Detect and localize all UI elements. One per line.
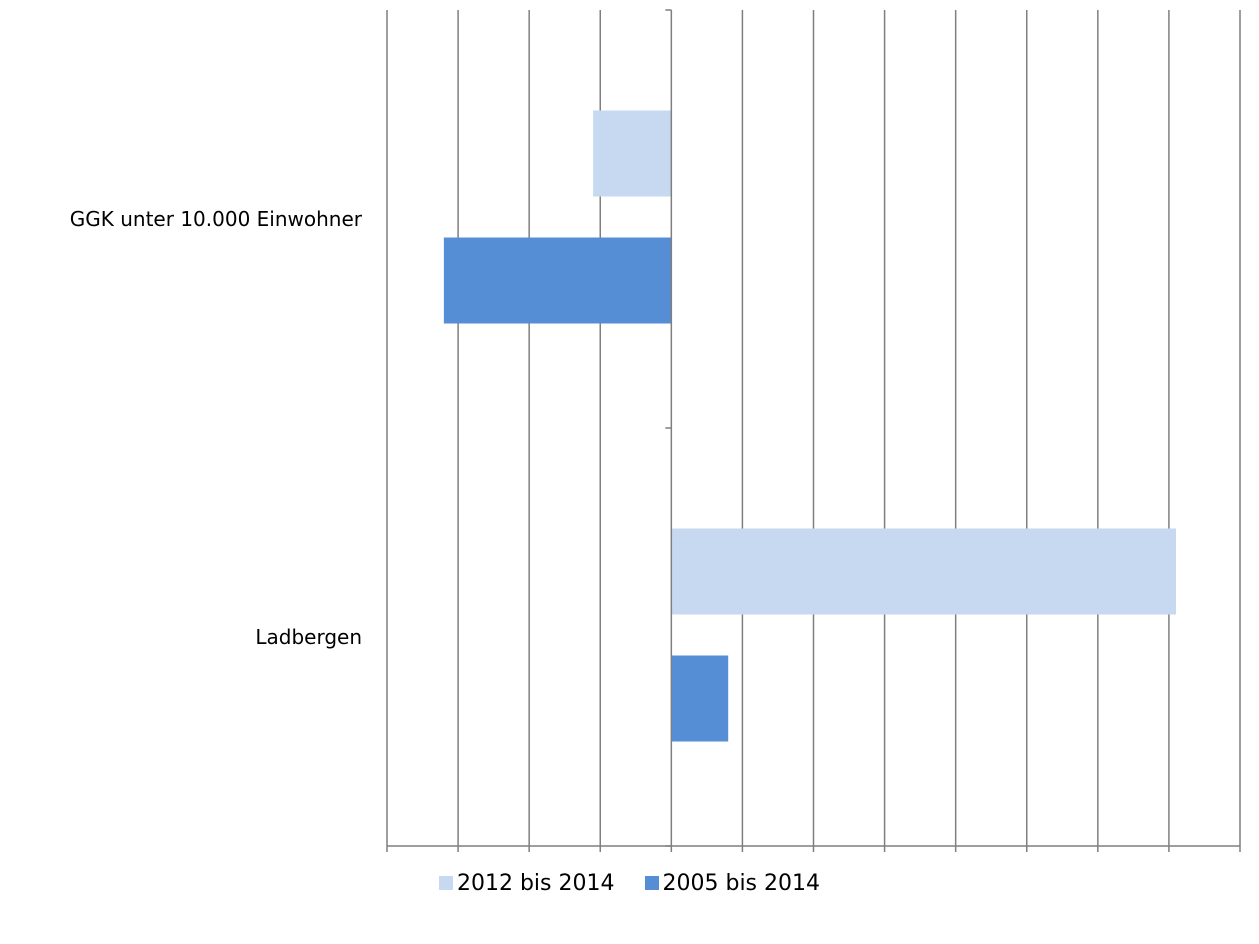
- legend-label: 2012 bis 2014: [456, 870, 615, 896]
- bars: [443, 110, 1177, 742]
- legend-item-series-2: 2005 bis 2014: [644, 870, 821, 896]
- bar: [593, 110, 672, 197]
- bar: [671, 528, 1177, 615]
- legend-swatch: [644, 876, 659, 890]
- gridlines: [386, 10, 1241, 846]
- category-labels: GGK unter 10.000 Einwohner Ladbergen: [70, 207, 363, 649]
- category-label: GGK unter 10.000 Einwohner: [70, 207, 363, 231]
- axes: [386, 9, 1241, 852]
- category-label: Ladbergen: [255, 625, 362, 649]
- bar-chart: -0,4-0,3-0,2-0,100,10,20,30,40,50,60,70,…: [70, 9, 1241, 852]
- bar: [443, 237, 672, 324]
- legend-item-series-1: 2012 bis 2014: [438, 870, 615, 896]
- legend-swatch: [438, 876, 453, 890]
- legend-label: 2005 bis 2014: [662, 870, 821, 896]
- bar: [671, 655, 729, 742]
- legend: 2012 bis 2014 2005 bis 2014: [0, 868, 1259, 898]
